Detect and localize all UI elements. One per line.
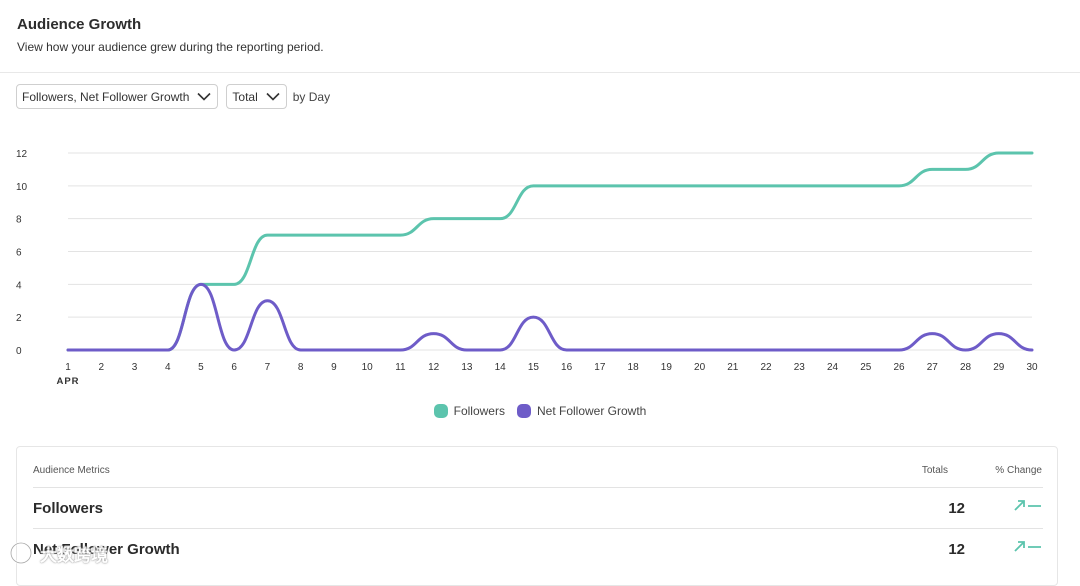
metrics-header-label: Audience Metrics: [33, 465, 110, 476]
legend-label: Net Follower Growth: [536, 404, 647, 418]
watermark-text: 大数跨境: [40, 545, 108, 565]
x-tick-label: 9: [331, 362, 337, 373]
chart-series: [66, 151, 1034, 352]
x-tick-label: 21: [727, 362, 739, 373]
metric-total: 12: [948, 541, 965, 558]
table-row: Followers 12: [33, 487, 1043, 528]
y-tick-label: 12: [16, 149, 28, 160]
chart-legend: Followers Net Follower Growth: [0, 404, 1080, 418]
y-tick-label: 4: [16, 280, 22, 291]
watermark: 大数跨境: [8, 540, 108, 566]
x-tick-label: 8: [298, 362, 304, 373]
legend-item-followers[interactable]: Followers: [433, 404, 505, 418]
x-tick-label: 30: [1026, 362, 1038, 373]
legend-swatch-followers: [433, 404, 448, 418]
x-tick-label: 27: [927, 362, 939, 373]
mode-select[interactable]: Total: [226, 84, 287, 109]
x-axis: 1 2 3 4 5 6 7 8 9 10 11 12 13 14 15 16 17 18 19 20 21 22 23 24 2…: [56, 362, 1038, 387]
mode-select-value: Total: [232, 89, 258, 104]
y-axis: 0 2 4 6 8 10 12: [16, 149, 28, 357]
trend-up-icon: [1013, 538, 1043, 554]
x-tick-label: 23: [794, 362, 806, 373]
x-tick-label: 6: [231, 362, 237, 373]
x-tick-label: 29: [993, 362, 1005, 373]
x-tick-label: 26: [893, 362, 905, 373]
x-tick-label: 10: [362, 362, 374, 373]
audience-metrics-table: Audience Metrics Totals % Change Followe…: [16, 446, 1058, 586]
x-tick-label: 1: [65, 362, 71, 373]
x-tick-label: 3: [132, 362, 138, 373]
series-line-net-follower-growth: [66, 282, 1034, 352]
x-tick-label: 2: [98, 362, 104, 373]
chart-controls: Followers, Net Follower Growth Total by …: [16, 84, 330, 109]
legend-swatch-net-follower-growth: [516, 404, 531, 418]
metrics-header-totals: Totals: [921, 465, 948, 476]
x-tick-label: 12: [428, 362, 440, 373]
x-tick-label: 5: [198, 362, 204, 373]
metric-select-value: Followers, Net Follower Growth: [22, 89, 190, 104]
y-tick-label: 0: [16, 346, 22, 357]
metric-name: Followers: [33, 500, 104, 517]
x-tick-label: 17: [594, 362, 606, 373]
page-subtitle: View how your audience grew during the r…: [17, 40, 324, 54]
granularity-label: by Day: [292, 89, 331, 104]
x-tick-label: 4: [165, 362, 171, 373]
metric-total: 12: [948, 500, 965, 517]
y-tick-label: 6: [16, 248, 22, 259]
table-row: Net Follower Growth 12: [33, 528, 1043, 569]
chevron-down-icon: [197, 92, 211, 101]
x-tick-label: 19: [661, 362, 673, 373]
x-tick-label: 11: [395, 362, 406, 373]
watermark-logo-icon: [9, 541, 33, 565]
page-header: Audience Growth View how your audience g…: [0, 0, 1080, 73]
series-line-followers: [66, 151, 1034, 352]
x-tick-label: 20: [694, 362, 706, 373]
metrics-header-change: % Change: [995, 465, 1042, 476]
chevron-down-icon: [266, 92, 280, 101]
x-tick-label: 13: [461, 362, 473, 373]
x-tick-label: 24: [827, 362, 839, 373]
x-tick-label: 14: [495, 362, 507, 373]
x-tick-label: 18: [628, 362, 640, 373]
page-title: Audience Growth: [17, 16, 142, 33]
legend-item-net-follower-growth[interactable]: Net Follower Growth: [516, 404, 647, 418]
trend-up-icon: [1013, 497, 1043, 513]
chart-grid: [68, 152, 1032, 351]
x-tick-label: 7: [265, 362, 271, 373]
x-month-label: APR: [56, 376, 79, 387]
x-tick-label: 25: [860, 362, 872, 373]
metric-select[interactable]: Followers, Net Follower Growth: [16, 84, 219, 109]
x-tick-label: 16: [561, 362, 573, 373]
x-tick-label: 15: [528, 362, 540, 373]
x-tick-label: 28: [960, 362, 972, 373]
legend-label: Followers: [453, 404, 505, 418]
y-tick-label: 10: [16, 182, 28, 193]
x-tick-label: 22: [761, 362, 773, 373]
y-tick-label: 8: [16, 215, 22, 226]
metric-name: Net Follower Growth: [33, 541, 180, 558]
y-tick-label: 2: [16, 313, 22, 324]
